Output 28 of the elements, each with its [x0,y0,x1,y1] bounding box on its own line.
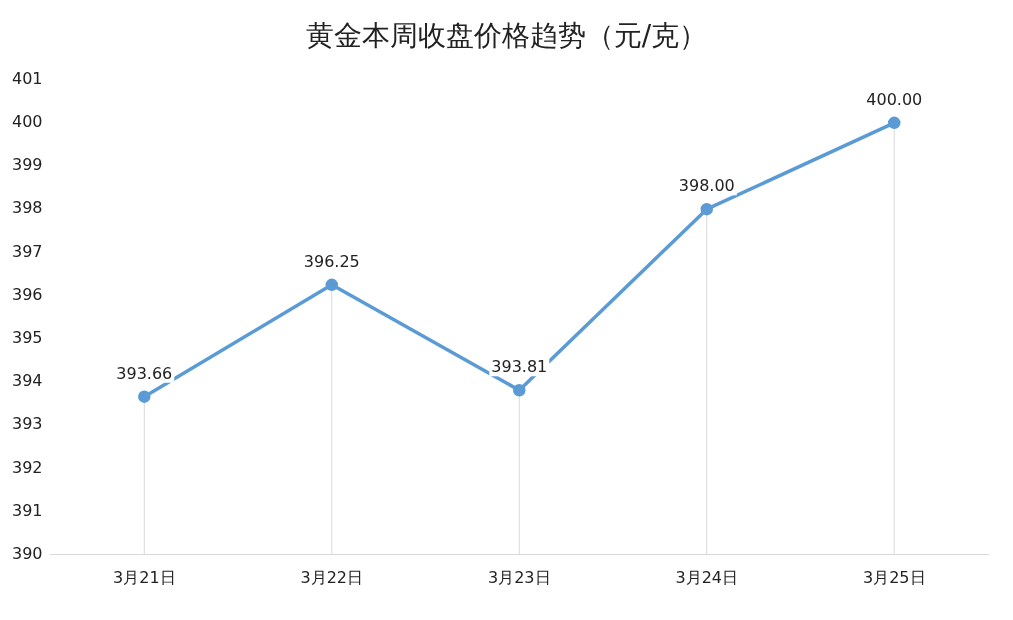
y-tick-label: 399 [11,155,43,175]
data-label: 393.81 [491,357,548,377]
point [888,116,901,130]
y-tick-label: 392 [11,457,43,477]
y-tick-label: 395 [11,327,43,347]
y-tick-label: 391 [11,500,43,520]
point [138,390,151,403]
y-tick-label: 390 [11,543,43,563]
y-tick-label: 393 [11,414,43,434]
y-tick-label: 394 [11,371,43,391]
x-tick-label: 3月21日 [113,567,176,587]
y-tick-label: 400 [11,111,43,131]
point [513,383,526,397]
data-label: 396.25 [303,251,360,271]
point [325,278,339,292]
data-label: 400.00 [866,89,923,109]
x-tick-label: 3月25日 [862,567,926,587]
y-tick-label: 401 [11,68,43,88]
chart-title: 黄金本周收盘价格趋势（元/克） [304,18,709,54]
y-tick-label: 398 [11,198,43,218]
data-label: 398.00 [678,176,735,196]
x-tick-label: 3月23日 [488,567,551,587]
y-tick-label: 397 [11,241,43,261]
y-tick-label: 396 [11,284,43,304]
x-tick-label: 3月24日 [675,567,739,587]
data-label: 393.66 [116,363,173,383]
point [700,202,714,216]
x-tick-label: 3月22日 [300,567,364,587]
